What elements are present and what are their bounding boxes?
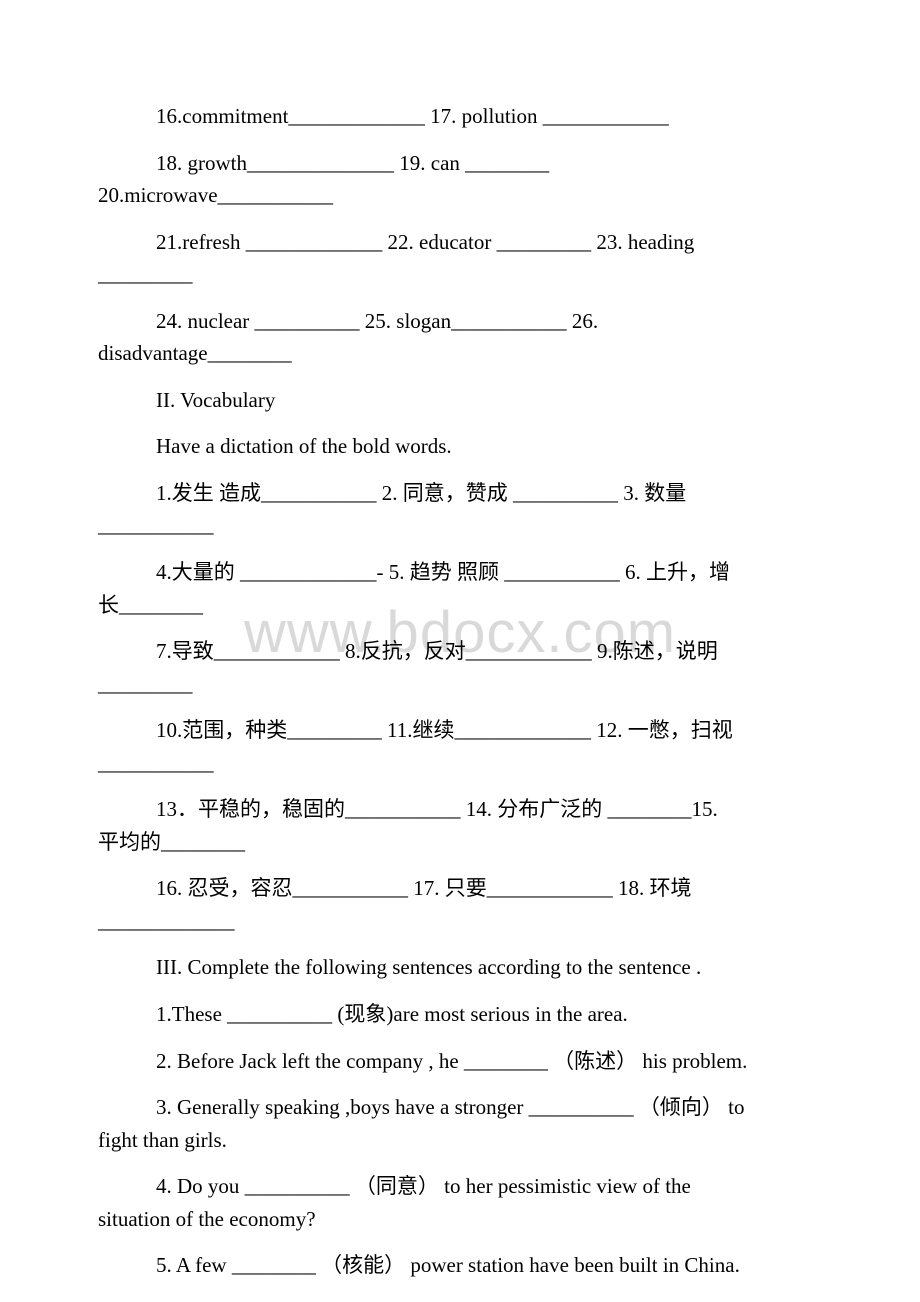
sentence-1: 1.These __________ (现象)are most serious … <box>98 998 822 1031</box>
vocab-line-18-20: 18. growth______________ 19. can _______… <box>98 147 822 212</box>
text-fragment: 21.refresh _____________ 22. educator __… <box>98 230 694 254</box>
text-fragment: situation of the economy? <box>98 1207 316 1231</box>
vocab-line-16-17: 16.commitment_____________ 17. pollution… <box>98 100 822 133</box>
text-fragment: 4. Do you __________ （同意） to her pessimi… <box>98 1174 691 1198</box>
dictation-line-7-9: 7.导致____________ 8.反抗，反对____________ 9.陈… <box>98 635 822 700</box>
text-fragment: 长________ <box>98 593 203 617</box>
sentence-4: 4. Do you __________ （同意） to her pessimi… <box>98 1170 822 1235</box>
text-fragment: ___________ <box>98 513 214 537</box>
section-2-subheading: Have a dictation of the bold words. <box>98 430 822 463</box>
vocab-line-24-26: 24. nuclear __________ 25. slogan_______… <box>98 305 822 370</box>
section-3-heading: III. Complete the following sentences ac… <box>98 951 822 984</box>
document-body: 16.commitment_____________ 17. pollution… <box>98 100 822 1282</box>
text-fragment: 1.发生 造成___________ 2. 同意，赞成 __________ 3… <box>98 481 686 505</box>
text-fragment: 24. nuclear __________ 25. slogan_______… <box>98 309 598 333</box>
text-fragment: _________ <box>98 672 193 696</box>
text-fragment: 10.范围，种类_________ 11.继续_____________ 12.… <box>98 718 733 742</box>
text-fragment: ___________ <box>98 751 214 775</box>
dictation-line-1-3: 1.发生 造成___________ 2. 同意，赞成 __________ 3… <box>98 477 822 542</box>
sentence-3: 3. Generally speaking ,boys have a stron… <box>98 1091 822 1156</box>
text-fragment: 13．平稳的，稳固的___________ 14. 分布广泛的 ________… <box>98 797 718 821</box>
text-fragment: 20.microwave___________ <box>98 183 333 207</box>
dictation-line-13-15: 13．平稳的，稳固的___________ 14. 分布广泛的 ________… <box>98 793 822 858</box>
dictation-line-16-18: 16. 忍受，容忍___________ 17. 只要____________ … <box>98 872 822 937</box>
text-fragment: fight than girls. <box>98 1128 227 1152</box>
text-fragment: 7.导致____________ 8.反抗，反对____________ 9.陈… <box>98 639 718 663</box>
section-2-heading: II. Vocabulary <box>98 384 822 417</box>
text-fragment: 18. growth______________ 19. can _______… <box>98 151 549 175</box>
dictation-line-10-12: 10.范围，种类_________ 11.继续_____________ 12.… <box>98 714 822 779</box>
text-fragment: _________ <box>98 262 193 286</box>
vocab-line-21-23: 21.refresh _____________ 22. educator __… <box>98 226 822 291</box>
text-fragment: _____________ <box>98 909 235 933</box>
sentence-2: 2. Before Jack left the company , he ___… <box>98 1045 822 1078</box>
text-fragment: 平均的________ <box>98 830 245 854</box>
text-fragment: disadvantage________ <box>98 341 292 365</box>
text-fragment: 4.大量的 _____________- 5. 趋势 照顾 __________… <box>98 560 730 584</box>
text-fragment: 16. 忍受，容忍___________ 17. 只要____________ … <box>98 876 692 900</box>
sentence-5: 5. A few ________ （核能） power station hav… <box>98 1249 822 1282</box>
dictation-line-4-6: 4.大量的 _____________- 5. 趋势 照顾 __________… <box>98 556 822 621</box>
text-fragment: 3. Generally speaking ,boys have a stron… <box>98 1095 744 1119</box>
